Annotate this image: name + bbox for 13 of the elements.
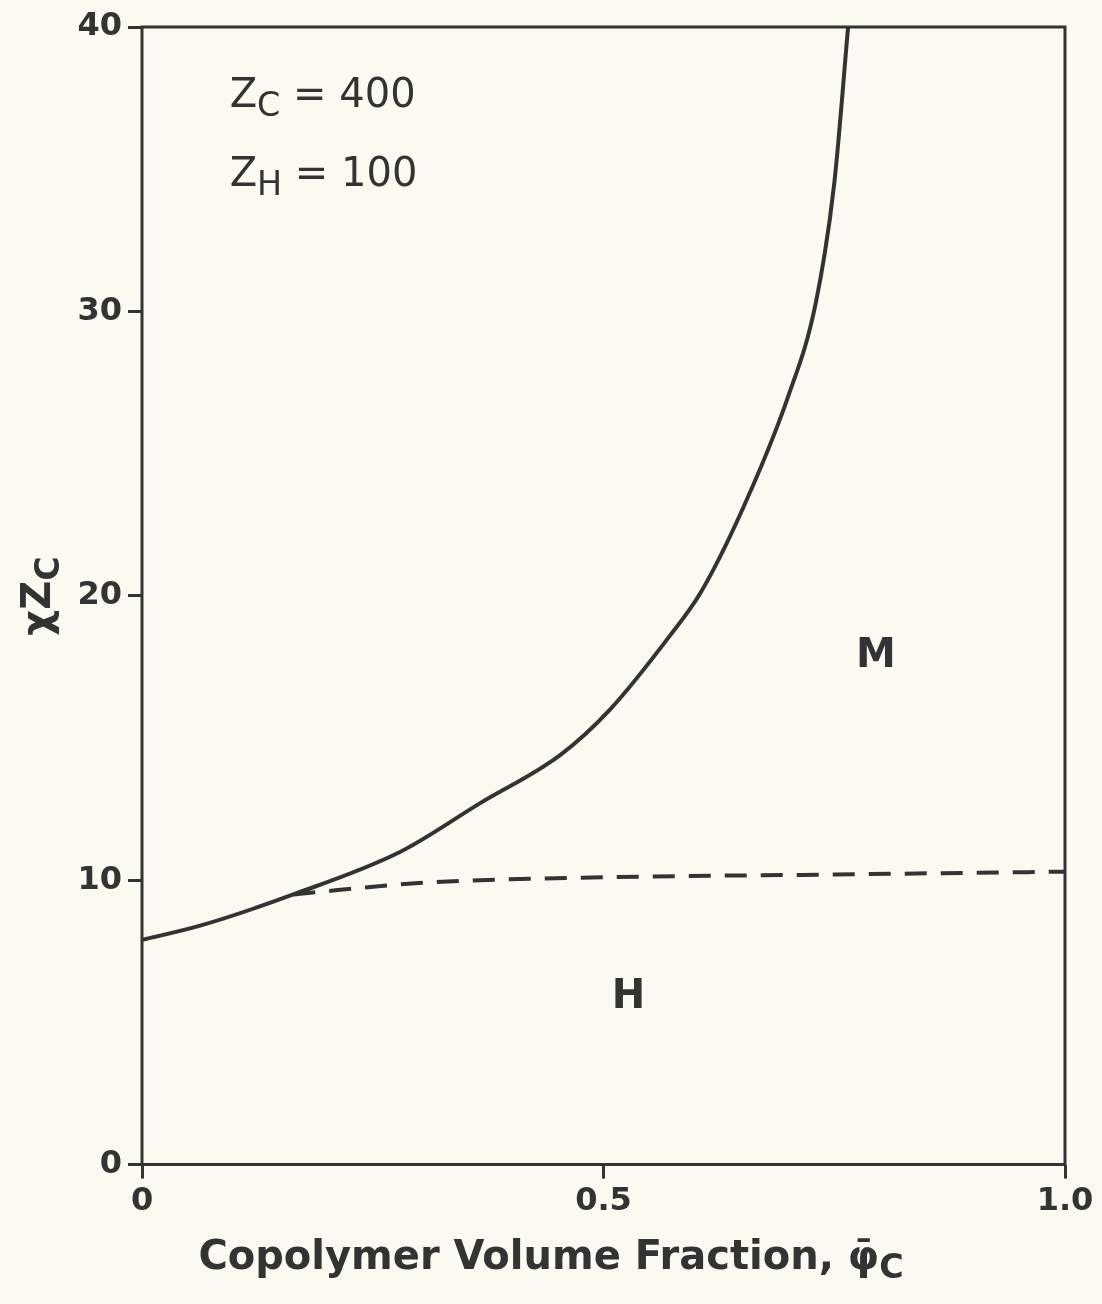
x-axis-title: Copolymer Volume Fraction, φ̄$_{C}$ — [197, 1232, 905, 1286]
y-tick-label: 30 — [77, 289, 122, 328]
y-tick-label: 10 — [77, 858, 122, 897]
y-tick-label: 40 — [77, 5, 122, 44]
x-tick-label: 0.5 — [575, 1180, 632, 1219]
x-tick-label: 0 — [130, 1180, 154, 1219]
annotation: M — [855, 629, 896, 676]
annotation: H — [611, 970, 646, 1017]
annotation: Z$_{C}$ = 400 — [229, 69, 416, 124]
annotation: Z$_{H}$ = 100 — [229, 149, 418, 204]
y-tick-label: 20 — [77, 574, 122, 613]
y-tick-label: 0 — [99, 1142, 122, 1181]
x-tick-label: 1.0 — [1036, 1180, 1094, 1219]
